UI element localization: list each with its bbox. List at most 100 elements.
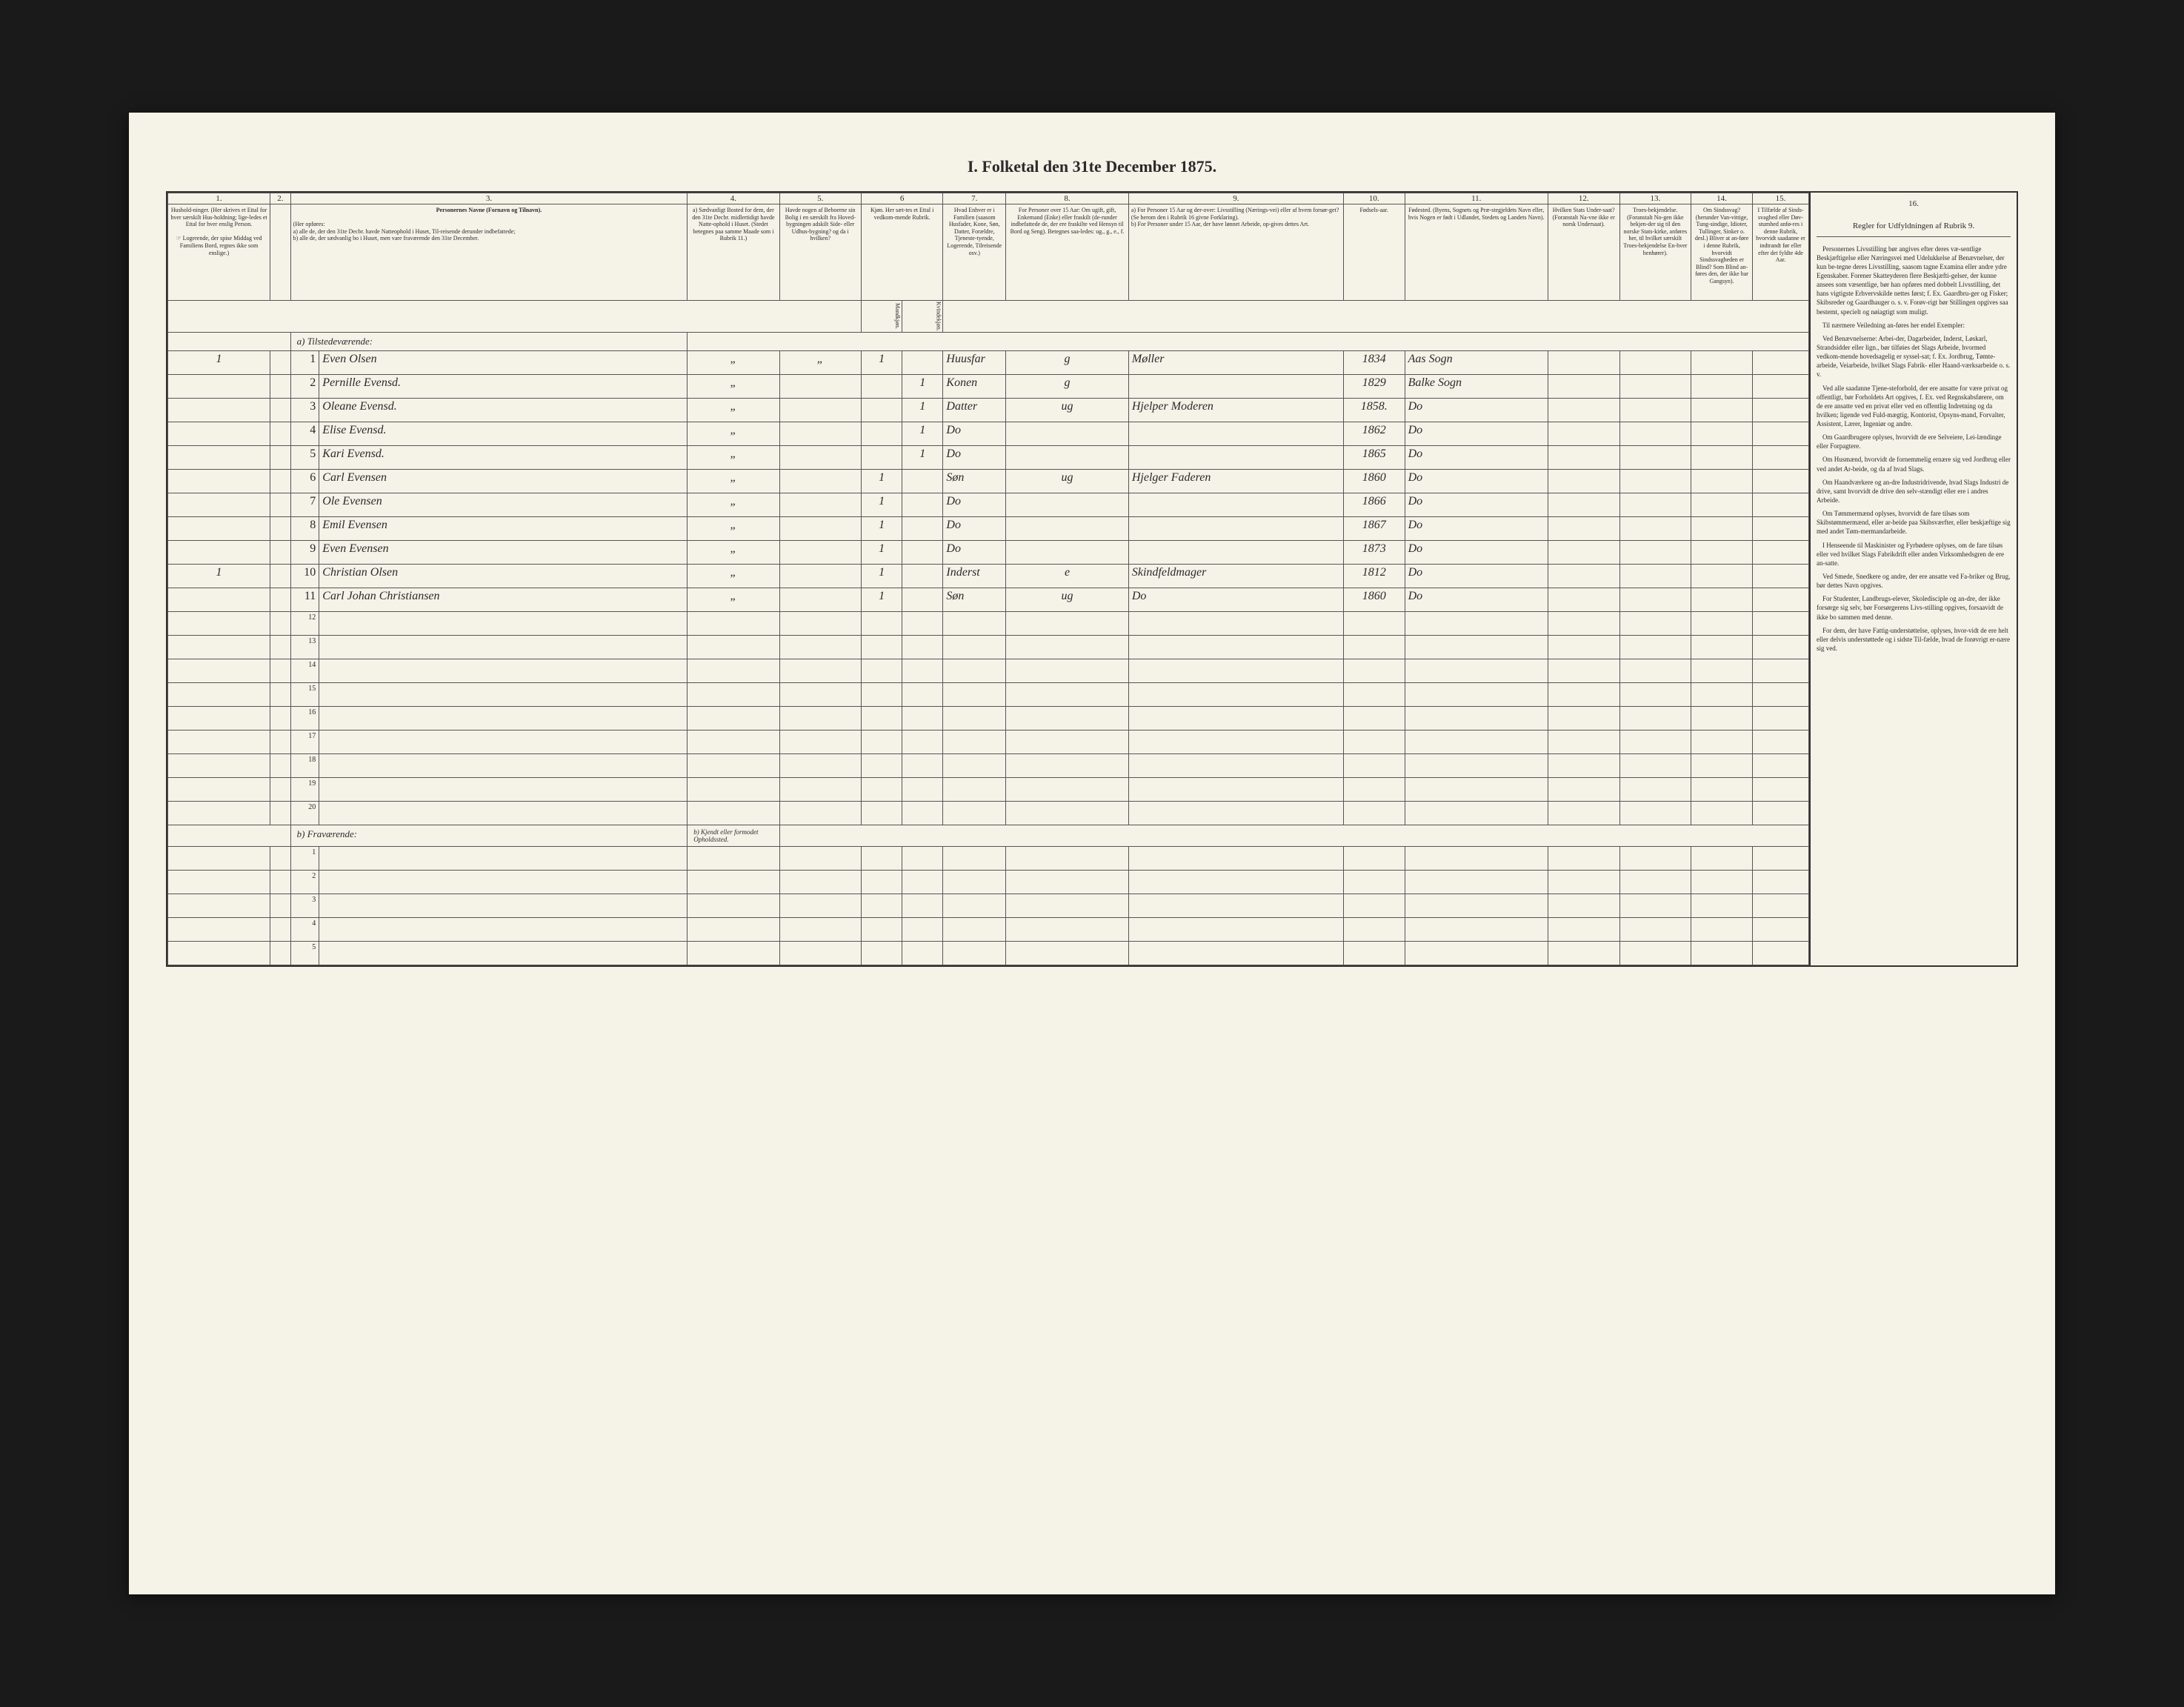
cell-c13	[1619, 564, 1691, 588]
cell-c5	[779, 588, 861, 611]
table-row-empty: 13	[168, 635, 1809, 659]
cell-empty	[861, 659, 902, 682]
cell-rownum: 8	[290, 516, 319, 540]
cell-rownum: 2	[290, 374, 319, 398]
cell-empty	[319, 941, 688, 965]
cell-c15	[1752, 564, 1808, 588]
cell-c15	[1752, 588, 1808, 611]
cell-empty	[1006, 801, 1129, 825]
cell-empty	[902, 730, 943, 753]
header-8: For Personer over 15 Aar: Om ugift, gift…	[1006, 204, 1129, 301]
colnum-12: 12.	[1548, 193, 1619, 204]
cell-empty	[779, 753, 861, 777]
cell-birthplace: Balke Sogn	[1405, 374, 1548, 398]
cell-empty	[1343, 611, 1405, 635]
cell-c14	[1691, 469, 1753, 493]
cell-name: Kari Evensd.	[319, 445, 688, 469]
colnum-6: 6	[861, 193, 942, 204]
cell-birthplace: Do	[1405, 588, 1548, 611]
cell-c12	[1548, 374, 1619, 398]
header-15: I Tilfælde af Sinds-svaghed eller Døv-st…	[1752, 204, 1808, 301]
header-13: Troes-bekjendelse. (Foranstalt No-gen ik…	[1619, 204, 1691, 301]
cell-year: 1873	[1343, 540, 1405, 564]
rules-paragraph: For dem, der have Fattig-understøttelse,…	[1817, 626, 2011, 653]
cell-empty	[902, 706, 943, 730]
table-row: 4Elise Evensd.„1Do1862Do	[168, 422, 1809, 445]
cell-empty	[1343, 659, 1405, 682]
cell-relation: Datter	[943, 398, 1006, 422]
section-present: a) Tilstedeværende:	[168, 332, 1809, 350]
cell-female	[902, 540, 943, 564]
header-5: Havde nogen af Beboerne sin Bolig i en s…	[779, 204, 861, 301]
cell-c4: „	[688, 398, 779, 422]
cell-rownum: 1	[290, 846, 319, 870]
table-row-empty: 16	[168, 706, 1809, 730]
cell-empty	[1405, 917, 1548, 941]
cell-c14	[1691, 564, 1753, 588]
cell-empty	[1619, 870, 1691, 894]
cell-empty	[1548, 753, 1619, 777]
cell-c4: „	[688, 516, 779, 540]
cell-empty	[688, 894, 779, 917]
header-12: Hvilken Stats Under-saat? (Foranstalt Na…	[1548, 204, 1619, 301]
cell-empty	[1752, 753, 1808, 777]
cell-c14	[1691, 516, 1753, 540]
table-row: 7Ole Evensen„1Do1866Do	[168, 493, 1809, 516]
cell-blank	[270, 516, 291, 540]
cell-c4: „	[688, 469, 779, 493]
header-14: Om Sindssvag? (herunder Van-vittige, Tun…	[1691, 204, 1753, 301]
header-10: Fødsels-aar.	[1343, 204, 1405, 301]
cell-male: 1	[861, 564, 902, 588]
cell-rownum: 14	[290, 659, 319, 682]
cell-male	[861, 398, 902, 422]
column-header-row: Hushold-ninger. (Her skrives et Ettal fo…	[168, 204, 1809, 301]
cell-empty	[902, 870, 943, 894]
cell-empty	[943, 730, 1006, 753]
cell-empty	[688, 917, 779, 941]
cell-status: g	[1006, 374, 1129, 398]
cell-empty	[943, 894, 1006, 917]
table-row-empty: 3	[168, 894, 1809, 917]
cell-c14	[1691, 493, 1753, 516]
colnum-10: 10.	[1343, 193, 1405, 204]
cell-c12	[1548, 540, 1619, 564]
colnum-15: 15.	[1752, 193, 1808, 204]
cell-empty	[779, 706, 861, 730]
header-6: Kjøn. Her sæt-tes et Ettal i vedkom-mend…	[861, 204, 942, 301]
cell-male: 1	[861, 516, 902, 540]
cell-empty	[1752, 917, 1808, 941]
cell-empty	[861, 801, 902, 825]
cell-name: Christian Olsen	[319, 564, 688, 588]
cell-empty	[1548, 635, 1619, 659]
cell-empty	[688, 846, 779, 870]
table-row-empty: 18	[168, 753, 1809, 777]
cell-empty	[1752, 730, 1808, 753]
cell-empty	[861, 777, 902, 801]
table-row: 3Oleane Evensd.„1DatterugHjelper Moderen…	[168, 398, 1809, 422]
cell-birthplace: Do	[1405, 564, 1548, 588]
cell-empty	[1619, 894, 1691, 917]
section-b-note: b) Kjendt eller formodet Opholdssted.	[688, 825, 779, 846]
rules-paragraph: Om Husmænd, hvorvidt de fornemmelig ernæ…	[1817, 455, 2011, 473]
cell-rownum: 4	[290, 917, 319, 941]
cell-household	[168, 445, 270, 469]
cell-empty	[943, 611, 1006, 635]
cell-empty	[861, 846, 902, 870]
cell-empty	[319, 682, 688, 706]
column-number-row: 1. 2. 3. 4. 5. 6 7. 8. 9. 10. 11. 12. 13…	[168, 193, 1809, 204]
cell-empty	[319, 753, 688, 777]
cell-empty	[1343, 706, 1405, 730]
cell-household	[168, 469, 270, 493]
cell-occupation	[1128, 516, 1343, 540]
cell-c12	[1548, 422, 1619, 445]
cell-empty	[1548, 941, 1619, 965]
cell-empty	[943, 870, 1006, 894]
cell-c5	[779, 398, 861, 422]
cell-empty	[779, 682, 861, 706]
cell-c14	[1691, 445, 1753, 469]
cell-birthplace: Do	[1405, 516, 1548, 540]
cell-empty	[861, 730, 902, 753]
cell-empty	[1548, 659, 1619, 682]
cell-c15	[1752, 422, 1808, 445]
cell-blank	[270, 350, 291, 374]
